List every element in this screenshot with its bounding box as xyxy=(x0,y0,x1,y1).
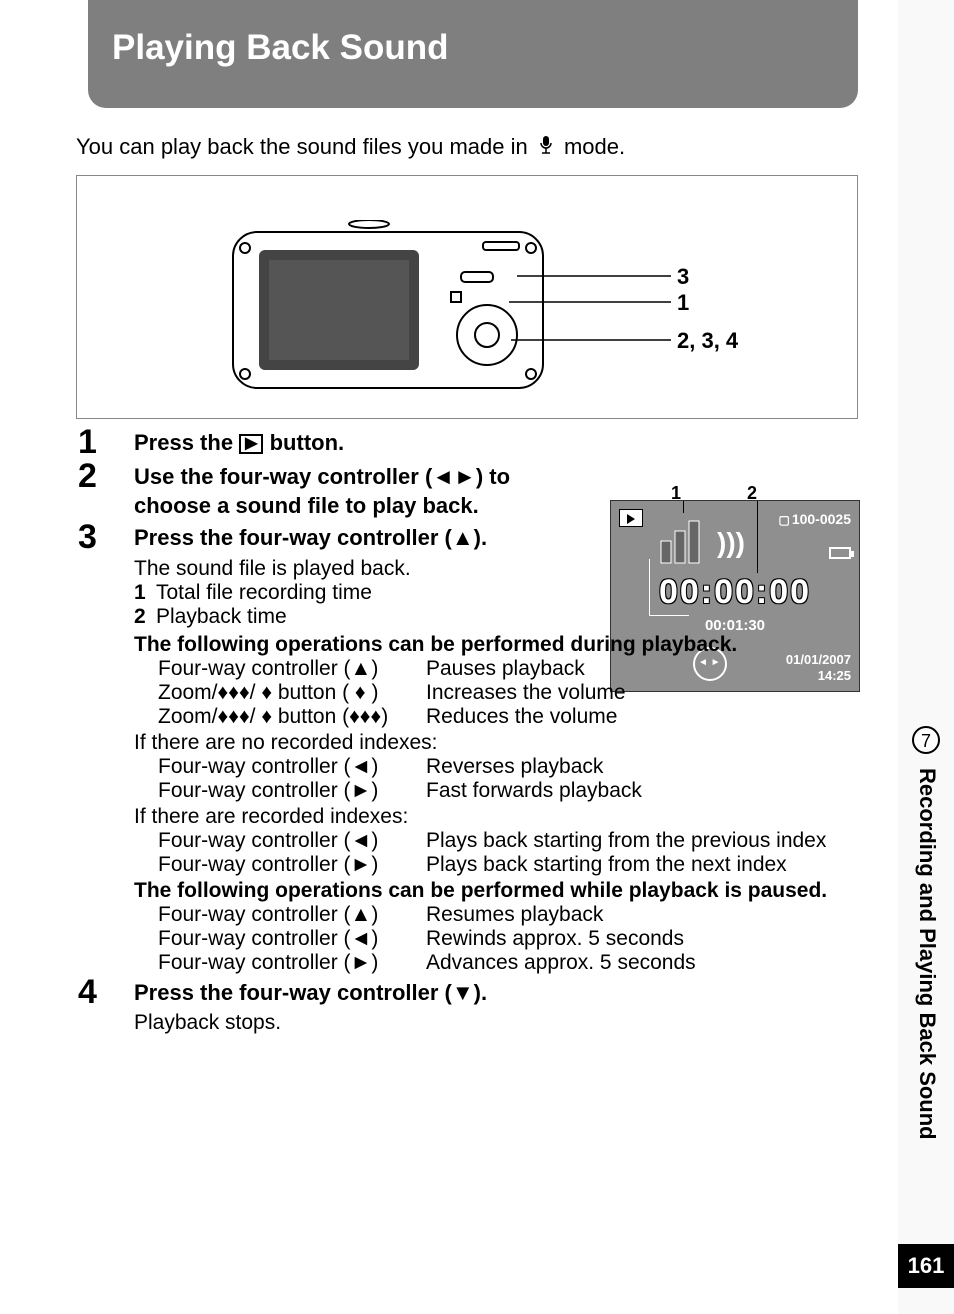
step-title: Press the four-way controller (▲). xyxy=(134,524,848,553)
callout-lines xyxy=(77,176,857,420)
r: Reverses playback xyxy=(426,755,603,779)
r: Increases the volume xyxy=(426,681,626,705)
r: Plays back starting from the next index xyxy=(426,853,787,877)
l: Four-way controller (◄) xyxy=(158,755,426,779)
playback-ops: Four-way controller (▲)Pauses playback Z… xyxy=(158,657,848,729)
t: Total file recording time xyxy=(156,581,372,605)
r: Reduces the volume xyxy=(426,705,617,729)
step-1: 1 Press the ▶ button. xyxy=(78,425,848,459)
l: Zoom/♦♦♦/ ♦ button ( ♦ ) xyxy=(158,681,426,705)
playback-icon: ▶ xyxy=(239,434,263,454)
chapter-number: 7 xyxy=(912,726,940,754)
t: Playback time xyxy=(156,605,287,629)
intro-after: mode. xyxy=(564,134,625,159)
page-title: Playing Back Sound xyxy=(112,28,858,68)
microphone-icon xyxy=(538,135,554,161)
step-title: Press the four-way controller (▼). xyxy=(134,979,848,1008)
l: Four-way controller (►) xyxy=(158,951,426,975)
step-2: 2 Use the four-way controller (◄►) to ch… xyxy=(78,459,848,520)
step-num: 3 xyxy=(78,520,134,554)
t: Press the xyxy=(134,430,239,455)
r: Plays back starting from the previous in… xyxy=(426,829,826,853)
l: Four-way controller (◄) xyxy=(158,829,426,853)
r: Advances approx. 5 seconds xyxy=(426,951,696,975)
r: Resumes playback xyxy=(426,903,603,927)
step-title: Use the four-way controller (◄►) to choo… xyxy=(134,463,574,520)
step-num: 1 xyxy=(78,425,134,459)
page-number: 161 xyxy=(898,1244,954,1288)
step-num: 2 xyxy=(78,459,134,493)
t: button. xyxy=(270,430,345,455)
step-desc: The sound file is played back. xyxy=(134,557,848,581)
l: Four-way controller (▲) xyxy=(158,657,426,681)
subhead-pause: The following operations can be performe… xyxy=(134,879,848,903)
index-note: If there are recorded indexes: xyxy=(134,805,848,829)
noindex-ops: Four-way controller (◄)Reverses playback… xyxy=(158,755,848,803)
step-3: 3 Press the four-way controller (▲). The… xyxy=(78,520,848,975)
steps-list: 1 Press the ▶ button. 2 Use the four-way… xyxy=(78,425,848,1035)
step-4: 4 Press the four-way controller (▼). Pla… xyxy=(78,975,848,1036)
callout-234: 2, 3, 4 xyxy=(677,328,738,354)
l: Zoom/♦♦♦/ ♦ button (♦♦♦) xyxy=(158,705,426,729)
sublist: 1Total file recording time 2Playback tim… xyxy=(134,581,848,629)
r: Pauses playback xyxy=(426,657,585,681)
l: Four-way controller (►) xyxy=(158,779,426,803)
step-num: 4 xyxy=(78,975,134,1009)
callout-3: 3 xyxy=(677,264,689,290)
chapter-label: Recording and Playing Back Sound xyxy=(914,768,940,1140)
l: Four-way controller (▲) xyxy=(158,903,426,927)
intro-before: You can play back the sound files you ma… xyxy=(76,134,534,159)
r: Rewinds approx. 5 seconds xyxy=(426,927,684,951)
camera-figure: 3 1 2, 3, 4 xyxy=(76,175,858,419)
n: 1 xyxy=(134,581,156,605)
step-title: Press the ▶ button. xyxy=(134,429,848,458)
subhead-play: The following operations can be performe… xyxy=(134,633,848,657)
side-tab: 7 Recording and Playing Back Sound 161 xyxy=(898,0,954,1314)
intro-text: You can play back the sound files you ma… xyxy=(76,134,625,161)
index-ops: Four-way controller (◄)Plays back starti… xyxy=(158,829,848,877)
pause-ops: Four-way controller (▲)Resumes playback … xyxy=(158,903,848,975)
l: Four-way controller (◄) xyxy=(158,927,426,951)
l: Four-way controller (►) xyxy=(158,853,426,877)
page-title-bar: Playing Back Sound xyxy=(88,0,858,108)
r: Fast forwards playback xyxy=(426,779,642,803)
noindex-note: If there are no recorded indexes: xyxy=(134,731,848,755)
n: 2 xyxy=(134,605,156,629)
step-desc: Playback stops. xyxy=(134,1011,848,1035)
callout-1: 1 xyxy=(677,290,689,316)
